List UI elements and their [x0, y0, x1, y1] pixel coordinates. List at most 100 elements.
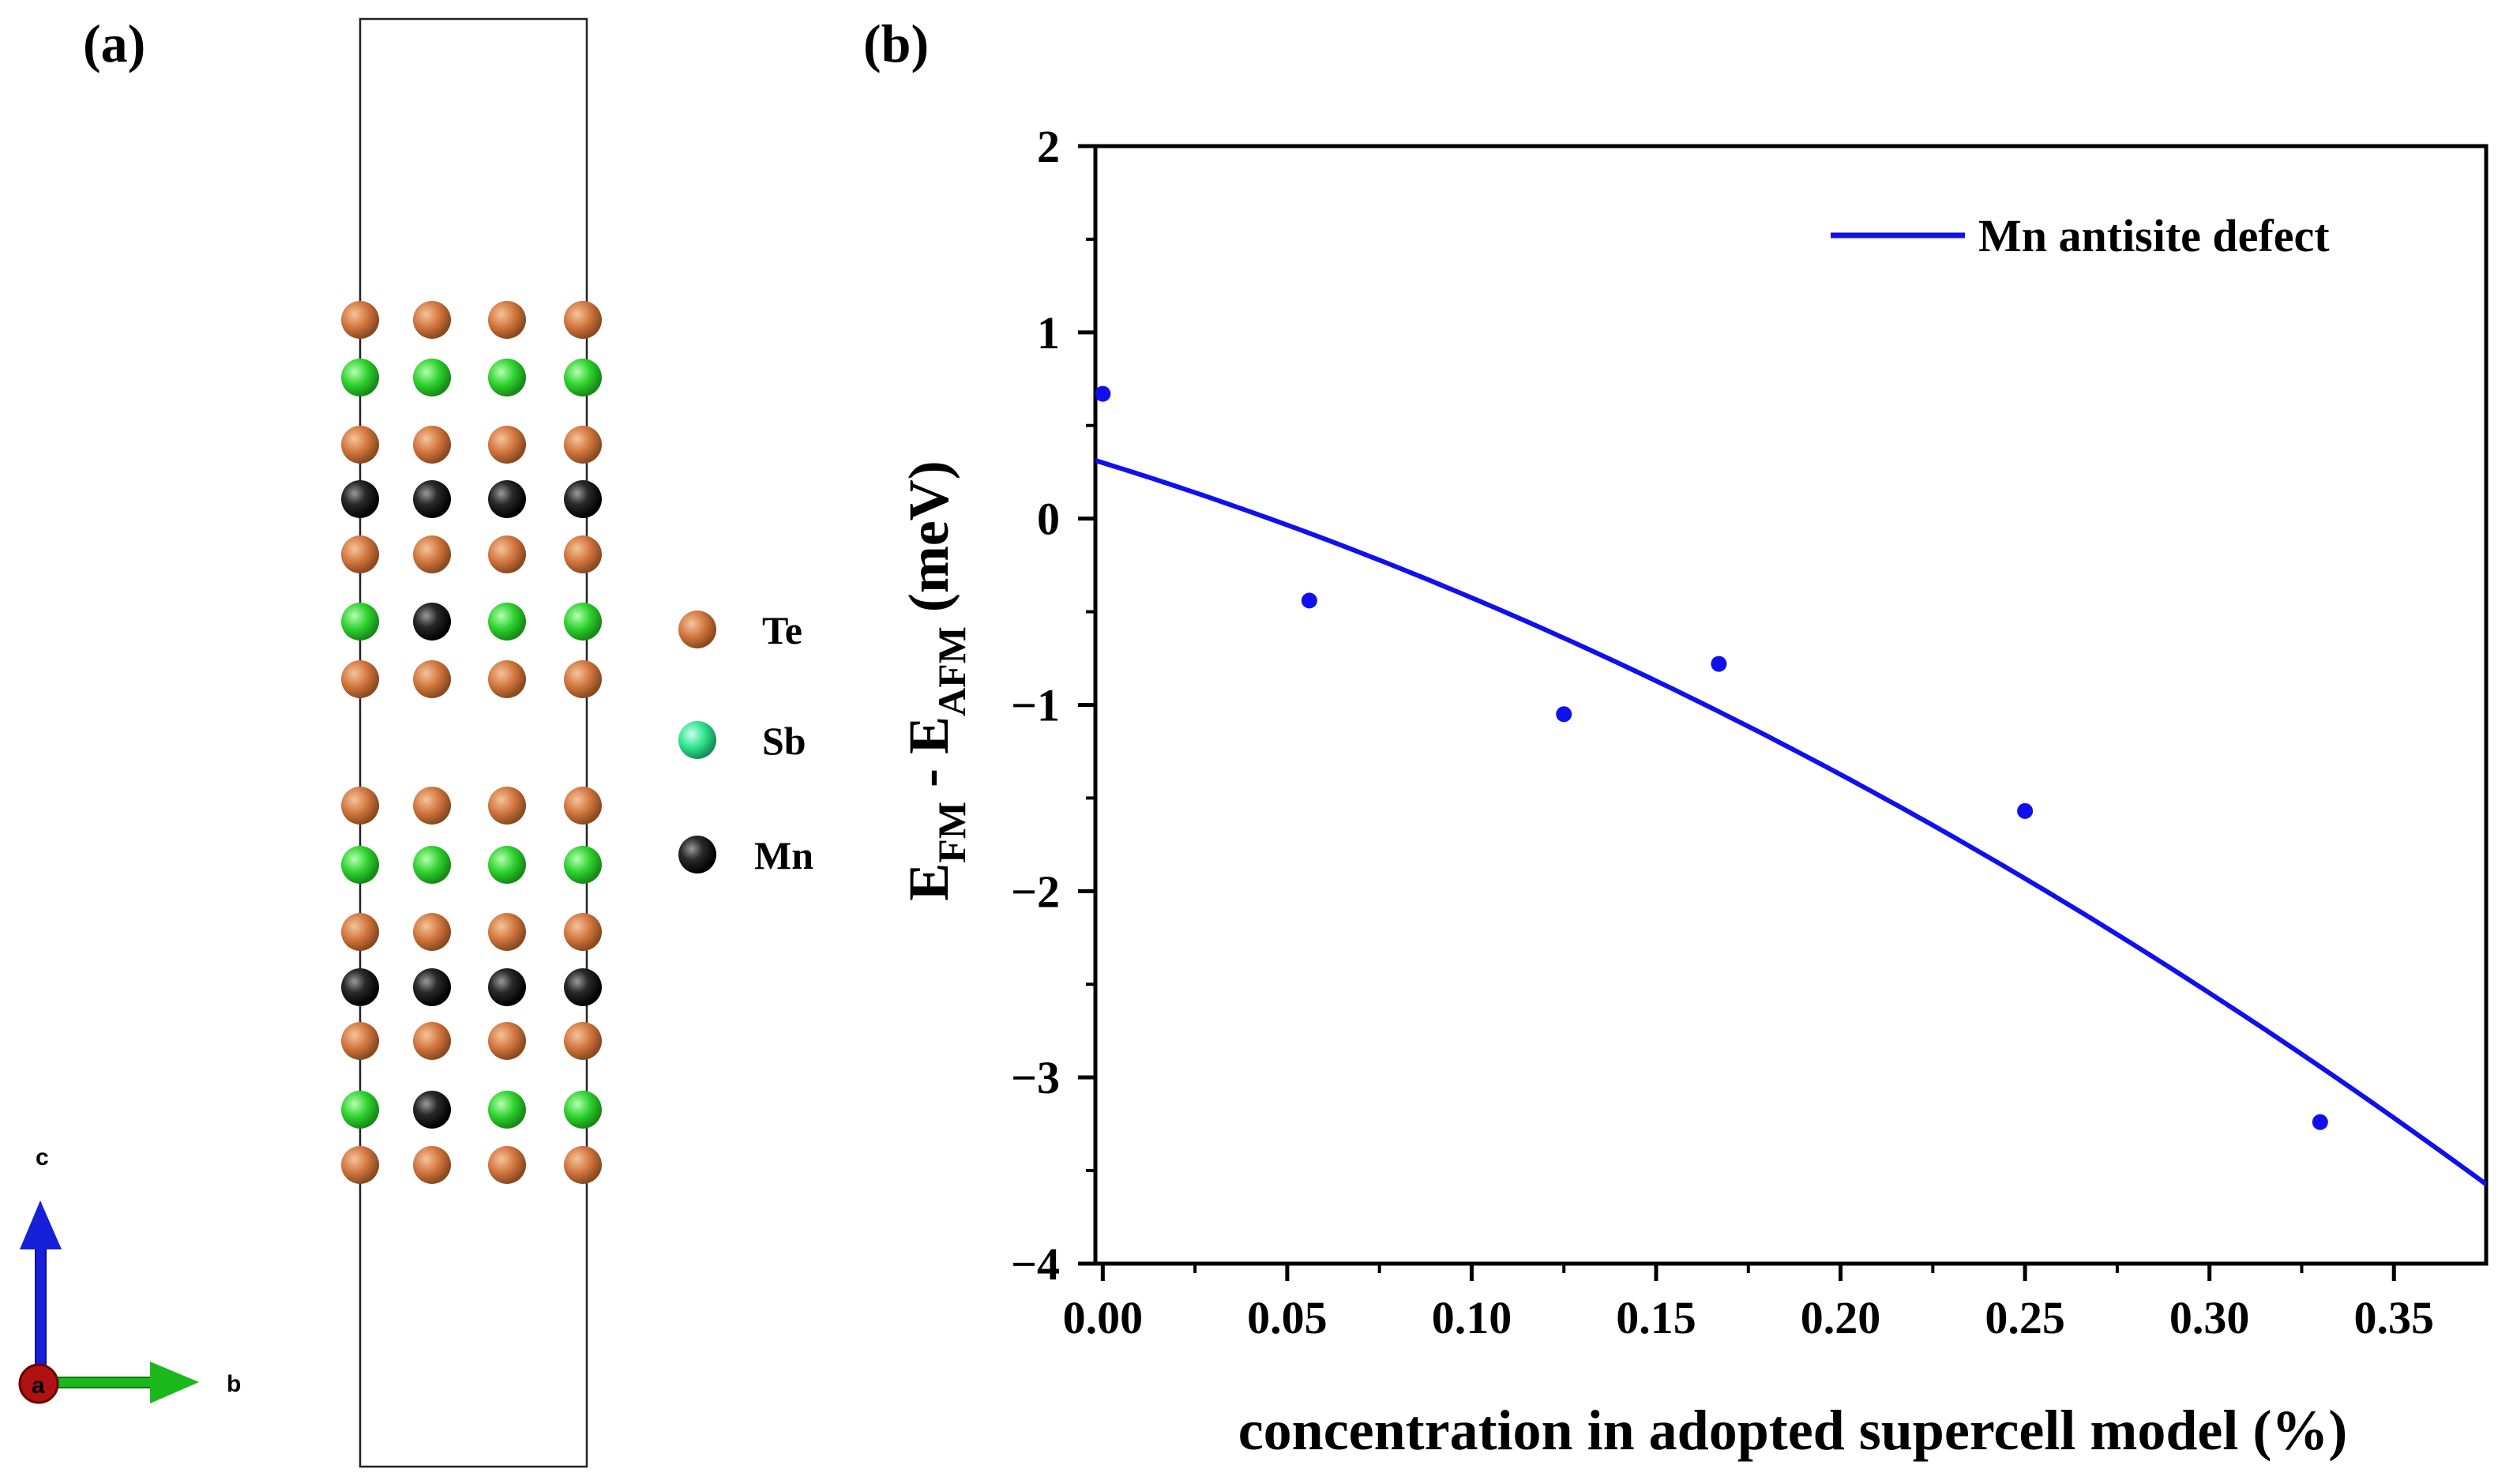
- chart-legend: Mn antisite defect: [1831, 210, 2330, 261]
- data-point: [2312, 1114, 2328, 1130]
- atom-te: [413, 535, 451, 573]
- atom-sb: [341, 359, 379, 396]
- atom-te: [488, 426, 526, 464]
- atom-te: [413, 301, 451, 339]
- data-point: [1301, 592, 1317, 609]
- atom-te: [413, 1146, 451, 1184]
- atom-sb: [413, 359, 451, 396]
- crystal-axes-indicator: c b a: [18, 1144, 241, 1404]
- atom-legend-swatch-sb: [678, 721, 716, 759]
- b-axis-arrow-shaft: [43, 1377, 155, 1388]
- atom-te: [564, 913, 602, 951]
- b-axis-label: b: [227, 1371, 241, 1397]
- data-point: [1556, 706, 1572, 723]
- atom-te: [341, 426, 379, 464]
- atom-te: [564, 426, 602, 464]
- atom-te: [341, 1146, 379, 1184]
- atom-mn: [564, 480, 602, 518]
- y-tick-label: −1: [1011, 680, 1060, 731]
- data-point: [1711, 656, 1727, 672]
- atom-te: [564, 660, 602, 698]
- atom-te: [341, 660, 379, 698]
- atom-sb: [564, 1091, 602, 1129]
- legend-label: Mn antisite defect: [1978, 210, 2330, 261]
- atom-legend-label-sb: Sb: [762, 719, 806, 763]
- atom-sb: [341, 1091, 379, 1129]
- y-tick-label: 2: [1037, 121, 1060, 172]
- atom-legend-swatch-te: [678, 611, 716, 648]
- b-axis-arrow-head: [150, 1362, 199, 1403]
- a-axis-label: a: [32, 1373, 45, 1399]
- atom-legend-label-te: Te: [762, 608, 802, 652]
- atom-te: [413, 426, 451, 464]
- atom-sb: [488, 359, 526, 396]
- atom-te: [413, 787, 451, 825]
- atom-mn: [564, 968, 602, 1006]
- atom-sb: [488, 603, 526, 641]
- x-tick-label: 0.20: [1801, 1292, 1881, 1343]
- atom-mn: [488, 968, 526, 1006]
- atom-te: [413, 913, 451, 951]
- atom-mn: [413, 480, 451, 518]
- atom-te: [488, 1022, 526, 1060]
- atom-lattice: [341, 301, 602, 1184]
- atom-te: [564, 535, 602, 573]
- x-axis-title: concentration in adopted supercell model…: [1238, 1399, 2348, 1462]
- y-tick-label: −2: [1011, 866, 1060, 917]
- atom-te: [488, 535, 526, 573]
- x-tick-label: 0.15: [1616, 1292, 1696, 1343]
- plot-frame: [1093, 144, 2489, 1266]
- y-tick-label: 0: [1037, 494, 1060, 545]
- atom-sb: [488, 846, 526, 884]
- y-axis-title: EFM - EAFM (meV): [897, 460, 974, 901]
- x-axis-ticks: [1100, 1264, 2396, 1281]
- data-points: [1095, 385, 2328, 1130]
- atom-sb: [564, 359, 602, 396]
- chart-plot-area: −4 −3 −2 −1 0 1 2 0.00 0.05 0.10 0.15 0.20 0.25 0.30…: [1011, 121, 2489, 1343]
- x-tick-label: 0.05: [1247, 1292, 1328, 1343]
- atom-mn: [413, 968, 451, 1006]
- atom-te: [341, 787, 379, 825]
- y-tick-label: 1: [1037, 307, 1060, 359]
- atom-te: [488, 301, 526, 339]
- atom-sb: [341, 846, 379, 884]
- panel-a: (a) Te Sb Mn c b a: [18, 13, 813, 1468]
- atom-te: [488, 660, 526, 698]
- c-axis-arrow-shaft: [35, 1247, 47, 1383]
- atom-mn: [341, 968, 379, 1006]
- a-axis-dot: [18, 1363, 59, 1404]
- atom-te: [413, 660, 451, 698]
- atom-te: [488, 787, 526, 825]
- x-tick-label: 0.00: [1063, 1292, 1144, 1343]
- x-tick-label: 0.10: [1432, 1292, 1512, 1343]
- atom-mn: [488, 480, 526, 518]
- atom-sb: [413, 846, 451, 884]
- panel-b: (b) −4 −3 −2 −1 0 1 2 0.00 0.05 0.10 0.15 0.20 0.25…: [863, 13, 2489, 1462]
- x-axis-tick-labels: 0.00 0.05 0.10 0.15 0.20 0.25 0.30 0.35: [1063, 1292, 2434, 1343]
- panel-b-label: (b): [863, 13, 929, 73]
- atom-sb: [564, 603, 602, 641]
- atom-mn: [413, 603, 451, 641]
- atom-legend: Te Sb Mn: [678, 608, 813, 877]
- data-point: [1095, 385, 1111, 402]
- atom-te: [564, 301, 602, 339]
- atom-legend-swatch-mn: [678, 836, 716, 873]
- data-point: [2017, 802, 2034, 819]
- unit-cell-box: [359, 17, 588, 1468]
- atom-sb: [341, 603, 379, 641]
- atom-te: [488, 913, 526, 951]
- atom-te: [341, 301, 379, 339]
- y-tick-label: −3: [1011, 1052, 1060, 1103]
- atom-te: [564, 787, 602, 825]
- c-axis-arrow-head: [20, 1200, 62, 1249]
- atom-mn: [341, 480, 379, 518]
- atom-legend-label-mn: Mn: [754, 833, 813, 877]
- c-axis-label: c: [36, 1144, 49, 1170]
- atom-sb: [564, 846, 602, 884]
- atom-te: [413, 1022, 451, 1060]
- fit-curve: [1095, 458, 2486, 1186]
- atom-te: [564, 1146, 602, 1184]
- atom-te: [564, 1022, 602, 1060]
- x-tick-label: 0.25: [1985, 1292, 2065, 1343]
